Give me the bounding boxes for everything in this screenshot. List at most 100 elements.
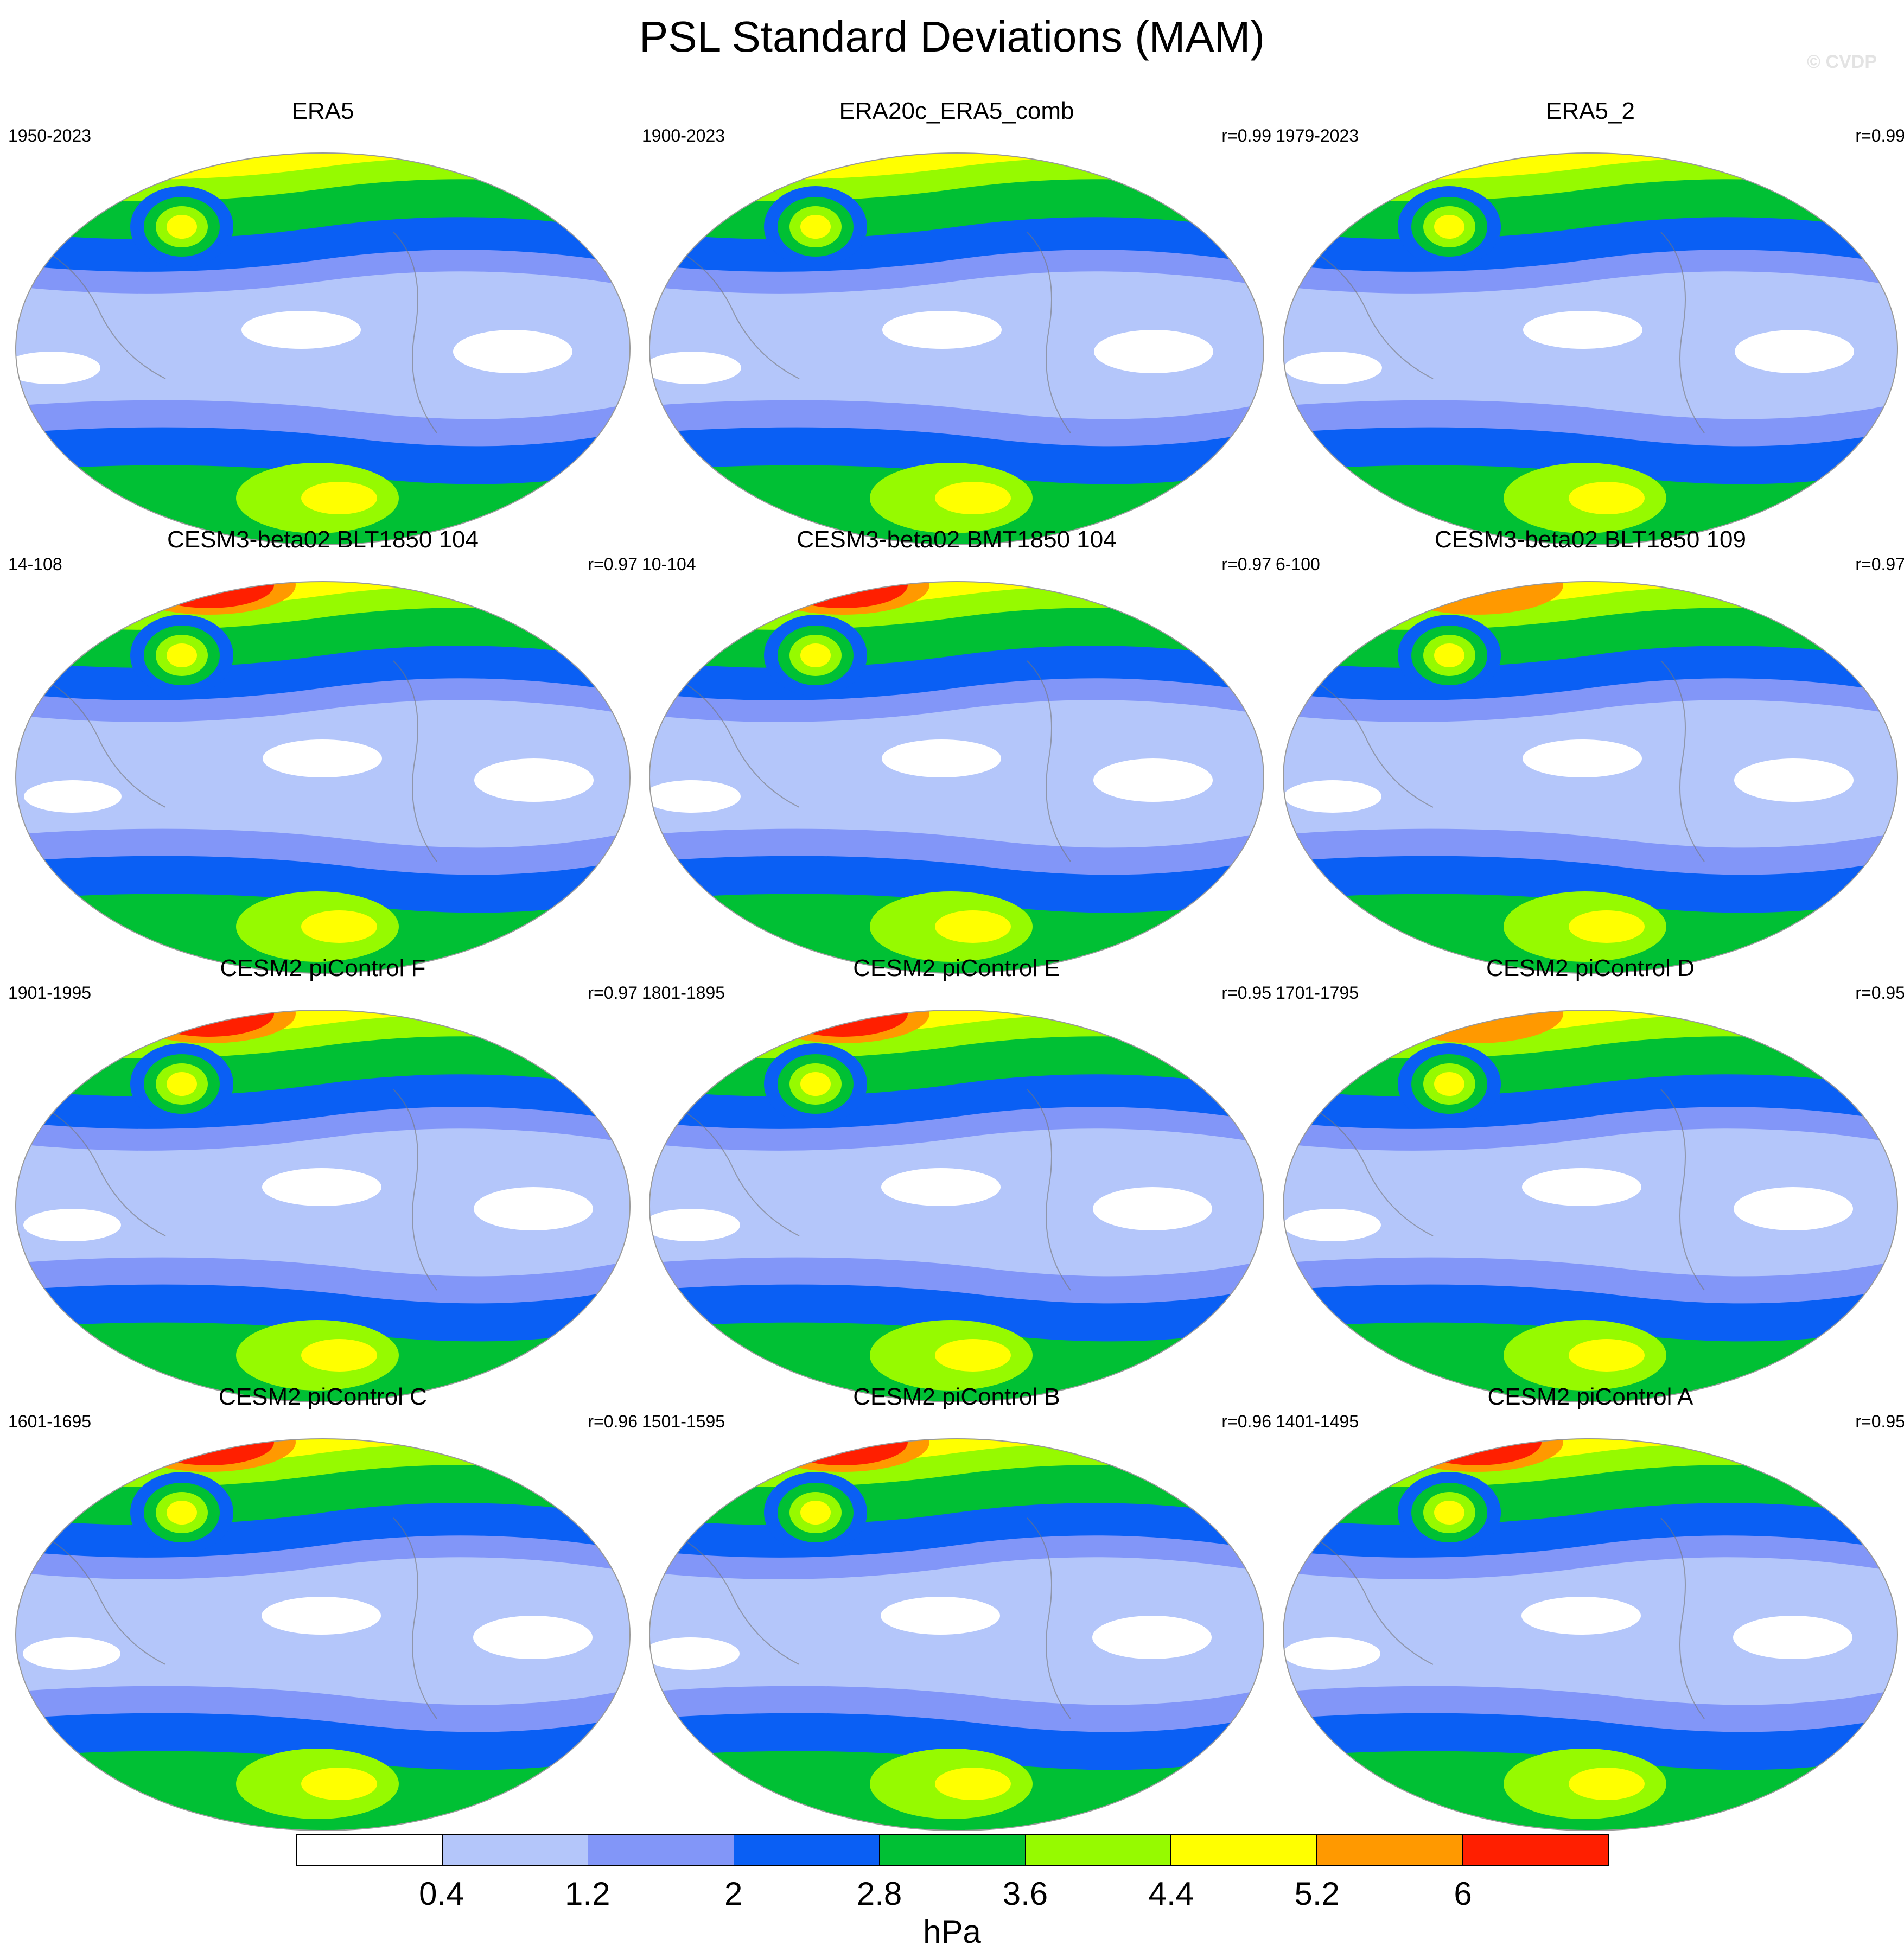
antarctic-maximum bbox=[1569, 482, 1645, 514]
panel-correlation: r=0.97 bbox=[588, 554, 638, 574]
map-panel: CESM3-beta02 BLT1850 109 6-100 r=0.97 bbox=[1276, 525, 1904, 974]
map-outline bbox=[649, 1438, 1264, 1831]
map-panel: CESM2 piControl A 1401-1495 r=0.95 bbox=[1276, 1382, 1904, 1831]
colorbar-tick-label: 4.4 bbox=[1148, 1876, 1194, 1912]
low-variability-patch bbox=[881, 1597, 1000, 1635]
panel-title: CESM2 piControl F bbox=[220, 955, 426, 981]
low-variability-patch bbox=[1093, 758, 1213, 802]
antarctic-maximum bbox=[301, 1339, 377, 1372]
panel-correlation: r=0.99 bbox=[1855, 126, 1904, 145]
map-panel: CESM2 piControl B 1501-1595 r=0.96 bbox=[642, 1382, 1271, 1831]
north-pacific-maximum bbox=[167, 215, 197, 239]
low-variability-patch bbox=[1734, 758, 1854, 802]
map-panel: CESM3-beta02 BLT1850 104 14-108 r=0.97 bbox=[8, 525, 638, 974]
low-variability-patch bbox=[473, 1616, 593, 1659]
low-variability-patch bbox=[1521, 1597, 1641, 1635]
low-variability-patch bbox=[1734, 1187, 1853, 1230]
panel-correlation: r=0.95 bbox=[1855, 983, 1904, 1003]
map-outline bbox=[1283, 1438, 1898, 1831]
colorbar-tick-label: 2.8 bbox=[856, 1876, 902, 1912]
low-variability-patch bbox=[16, 352, 100, 384]
antarctic-maximum bbox=[301, 910, 377, 943]
antarctic-maximum bbox=[301, 482, 377, 514]
north-pacific-maximum bbox=[1434, 1072, 1464, 1096]
low-variability-patch bbox=[241, 311, 361, 349]
low-variability-patch bbox=[1733, 1616, 1852, 1659]
north-pacific-maximum bbox=[1434, 1501, 1464, 1525]
antarctic-maximum bbox=[1569, 910, 1645, 943]
psl-stddev-map bbox=[1283, 1010, 1898, 1402]
north-pacific-maximum bbox=[167, 1501, 197, 1525]
coastline bbox=[29, 660, 437, 862]
colorbar bbox=[296, 1834, 1609, 1866]
panel-period: 6-100 bbox=[1276, 554, 1320, 574]
low-variability-patch bbox=[474, 758, 594, 802]
psl-stddev-map bbox=[15, 581, 631, 974]
panel-period: 1979-2023 bbox=[1276, 126, 1359, 145]
north-pacific-maximum bbox=[1434, 215, 1464, 239]
panel-period: 1901-1995 bbox=[8, 983, 92, 1003]
colorbar-tick-label: 1.2 bbox=[565, 1876, 610, 1912]
psl-stddev-map bbox=[649, 1010, 1264, 1402]
low-variability-patch bbox=[649, 1209, 740, 1241]
map-outline bbox=[1283, 1010, 1898, 1402]
colorbar-units: hPa bbox=[923, 1914, 981, 1950]
psl-stddev-map bbox=[15, 1010, 631, 1402]
panel-title: CESM3-beta02 BMT1850 104 bbox=[797, 526, 1117, 553]
psl-stddev-map bbox=[1283, 581, 1898, 974]
colorbar-swatch bbox=[297, 1835, 442, 1865]
low-variability-patch bbox=[881, 1168, 1001, 1206]
panel-period: 1701-1795 bbox=[1276, 983, 1359, 1003]
psl-stddev-map bbox=[15, 1438, 631, 1831]
map-outline bbox=[1283, 152, 1898, 545]
colorbar-swatch bbox=[588, 1835, 734, 1865]
psl-stddev-map bbox=[649, 1438, 1264, 1831]
low-variability-patch bbox=[1093, 1187, 1212, 1230]
low-variability-patch bbox=[1092, 1616, 1212, 1659]
cvdp-credit: © CVDP bbox=[1807, 52, 1877, 72]
colorbar-swatch bbox=[1316, 1835, 1462, 1865]
map-outline bbox=[15, 152, 631, 545]
low-variability-patch bbox=[649, 780, 741, 813]
map-panel: CESM2 piControl D 1701-1795 r=0.95 bbox=[1276, 954, 1904, 1402]
coastline bbox=[29, 1517, 437, 1719]
psl-stddev-map bbox=[649, 581, 1264, 974]
low-variability-patch bbox=[1522, 1168, 1641, 1206]
panel-title: CESM2 piControl E bbox=[853, 955, 1060, 981]
coastline bbox=[1297, 1089, 1705, 1291]
panel-title: ERA5 bbox=[291, 98, 354, 124]
panel-title: CESM2 piControl B bbox=[853, 1383, 1060, 1410]
panel-period: 1950-2023 bbox=[8, 126, 92, 145]
panel-title: CESM2 piControl A bbox=[1487, 1383, 1693, 1410]
coastline bbox=[29, 1089, 437, 1291]
low-variability-patch bbox=[1284, 352, 1382, 384]
colorbar-swatch bbox=[1462, 1835, 1608, 1865]
coastline bbox=[1297, 1517, 1705, 1719]
map-outline bbox=[15, 1438, 631, 1831]
map-outline bbox=[15, 581, 631, 974]
north-pacific-maximum bbox=[800, 1072, 831, 1096]
coastline bbox=[663, 1089, 1071, 1291]
map-panel: CESM2 piControl C 1601-1695 r=0.96 bbox=[8, 1382, 638, 1831]
colorbar-swatch bbox=[442, 1835, 588, 1865]
north-pacific-maximum bbox=[167, 1072, 197, 1096]
colorbar-swatch bbox=[1170, 1835, 1316, 1865]
psl-stddev-map bbox=[15, 152, 631, 545]
map-panel: ERA5 1950-2023 bbox=[8, 97, 638, 545]
figure-title: PSL Standard Deviations (MAM) bbox=[639, 12, 1265, 61]
psl-stddev-map bbox=[649, 152, 1264, 545]
low-variability-patch bbox=[649, 352, 741, 384]
map-panel: ERA20c_ERA5_comb 1900-2023 r=0.99 bbox=[642, 97, 1271, 545]
low-variability-patch bbox=[1523, 311, 1642, 349]
low-variability-patch bbox=[1094, 330, 1213, 373]
panel-correlation: r=0.97 bbox=[1855, 554, 1904, 574]
panel-title: ERA5_2 bbox=[1546, 98, 1635, 124]
coastline bbox=[663, 660, 1071, 862]
panel-period: 1401-1495 bbox=[1276, 1412, 1359, 1431]
colorbar-tick-label: 6 bbox=[1454, 1876, 1472, 1912]
panel-period: 1900-2023 bbox=[642, 126, 725, 145]
panel-period: 1501-1595 bbox=[642, 1412, 725, 1431]
low-variability-patch bbox=[262, 1168, 381, 1206]
map-panel: CESM2 piControl F 1901-1995 r=0.97 bbox=[8, 954, 638, 1402]
low-variability-patch bbox=[1283, 1209, 1381, 1241]
